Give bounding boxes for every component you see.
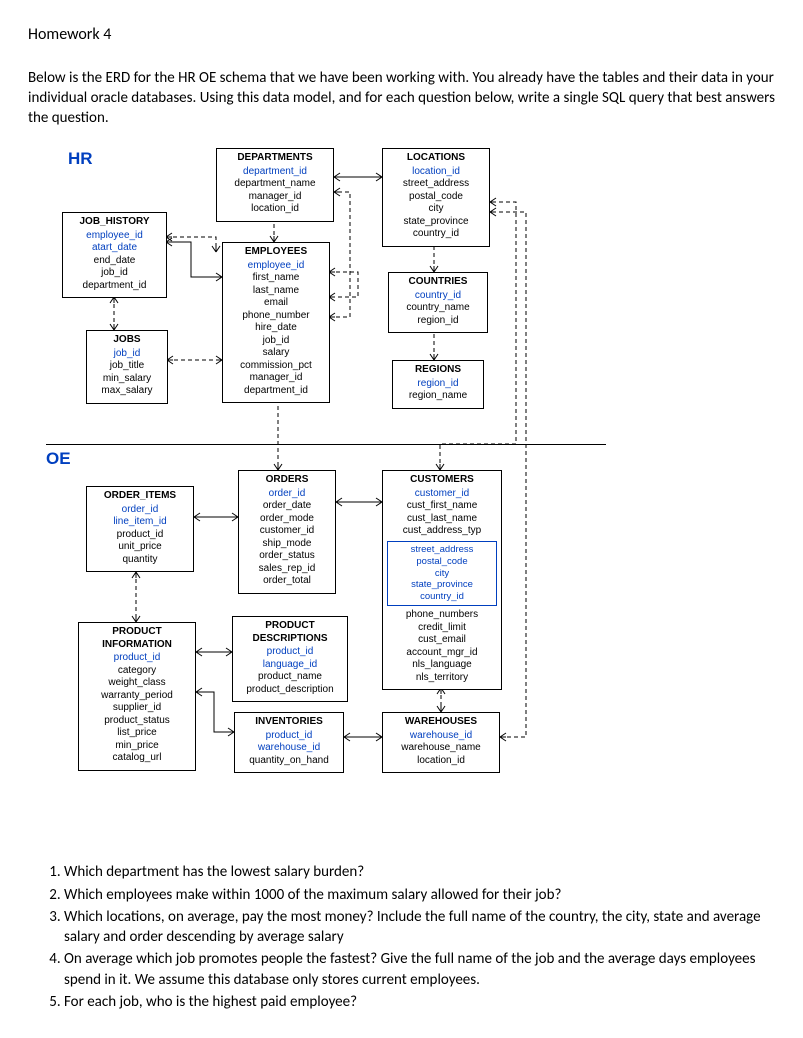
schema-label-hr: HR xyxy=(68,148,93,171)
page-title: Homework 4 xyxy=(28,24,775,46)
entity-countries: COUNTRIEScountry_idcountry_nameregion_id xyxy=(388,272,488,333)
schema-label-oe: OE xyxy=(46,448,71,471)
question-3: Which locations, on average, pay the mos… xyxy=(64,907,775,948)
entity-jobs: JOBSjob_idjob_titlemin_salarymax_salary xyxy=(86,330,168,404)
entity-warehouses: WAREHOUSESwarehouse_idwarehouse_nameloca… xyxy=(382,712,500,773)
question-2: Which employees make within 1000 of the … xyxy=(64,885,775,905)
intro-paragraph: Below is the ERD for the HR OE schema th… xyxy=(28,68,775,129)
entity-inventories: INVENTORIESproduct_idwarehouse_idquantit… xyxy=(234,712,344,773)
entity-order_items: ORDER_ITEMSorder_idline_item_idproduct_i… xyxy=(86,486,194,572)
entity-departments: DEPARTMENTSdepartment_iddepartment_namem… xyxy=(216,148,334,222)
entity-locations: LOCATIONSlocation_idstreet_addresspostal… xyxy=(382,148,490,247)
question-1: Which department has the lowest salary b… xyxy=(64,862,775,882)
entity-regions: REGIONSregion_idregion_name xyxy=(392,360,484,409)
entity-product_information: PRODUCTINFORMATIONproduct_idcategoryweig… xyxy=(78,622,196,771)
schema-divider xyxy=(46,444,606,445)
entity-job_history: JOB_HISTORYemployee_idatart_dateend_date… xyxy=(62,212,167,298)
question-5: For each job, who is the highest paid em… xyxy=(64,992,775,1012)
entity-customers: CUSTOMERScustomer_idcust_first_namecust_… xyxy=(382,470,502,690)
question-list: Which department has the lowest salary b… xyxy=(28,862,775,1012)
erd-diagram: HR OE JOB_HISTORYemployee_idatart_dateen… xyxy=(46,142,606,842)
question-4: On average which job promotes people the… xyxy=(64,949,775,990)
entity-orders: ORDERSorder_idorder_dateorder_modecustom… xyxy=(238,470,336,594)
entity-employees: EMPLOYEESemployee_idfirst_namelast_namee… xyxy=(222,242,330,403)
entity-product_descriptions: PRODUCTDESCRIPTIONSproduct_idlanguage_id… xyxy=(232,616,348,702)
